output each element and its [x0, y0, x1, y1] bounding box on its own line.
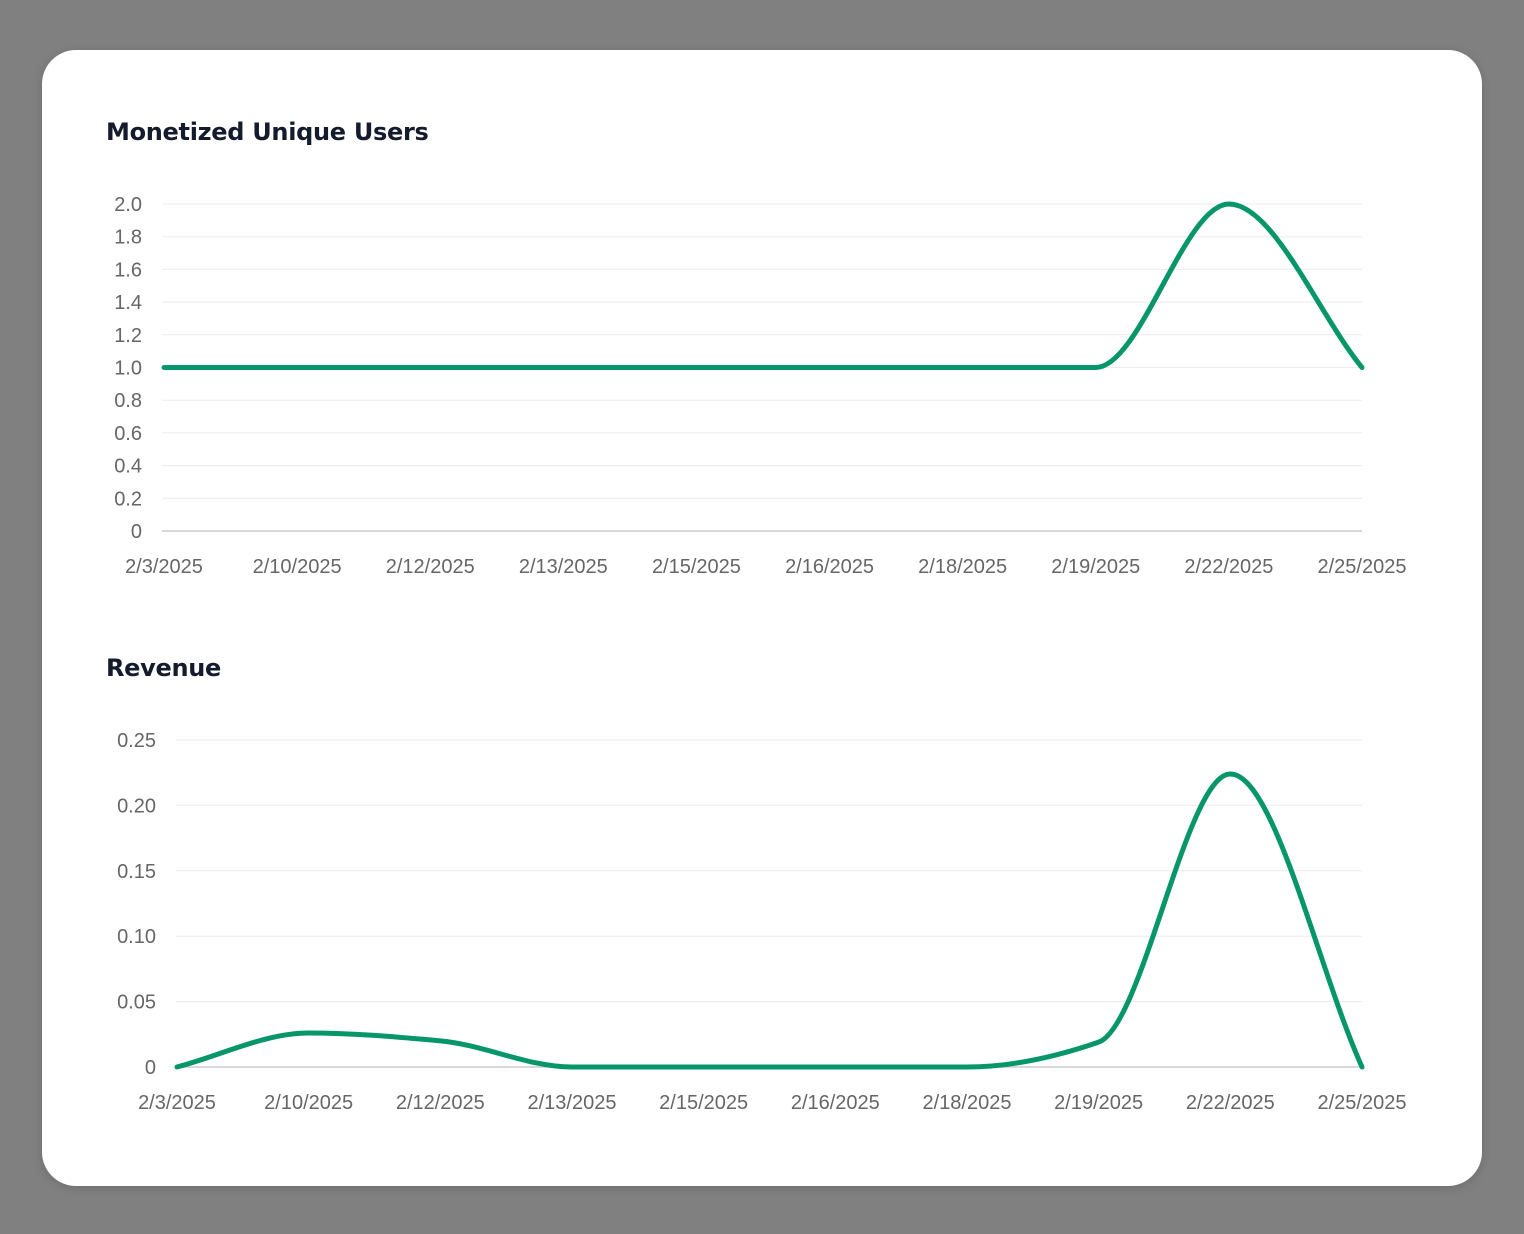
x-tick-label: 2/18/2025: [918, 556, 1007, 578]
y-tick-label: 0.4: [114, 456, 142, 478]
chart-title-revenue: Revenue: [106, 654, 222, 682]
x-tick-label: 2/15/2025: [659, 1092, 748, 1114]
data-point[interactable]: 2/3/2025: 1: [158, 362, 170, 374]
x-tick-label: 2/18/2025: [923, 1092, 1012, 1114]
x-tick-label: 2/19/2025: [1054, 1092, 1143, 1114]
chart-card: Monetized Unique Users Revenue 0 0.2 0.4 0.…: [42, 50, 1482, 1186]
y-tick-label: 0.20: [117, 795, 156, 817]
x-tick-label: 2/3/2025: [125, 556, 203, 578]
y-tick-label: 1.0: [114, 358, 142, 380]
x-tick-label: 2/10/2025: [253, 556, 342, 578]
revenue-line-chart: 0 0.05 0.10 0.15 0.20 0.25 2/3/2025 2/10/2025 2/…: [117, 730, 1406, 1114]
series-line: [161, 201, 1365, 370]
data-point[interactable]: 2/18/2025: 0: [961, 1061, 973, 1073]
x-tick-label: 2/12/2025: [396, 1092, 485, 1114]
y-tick-label: 0.15: [117, 861, 156, 883]
y-tick-label: 0.10: [117, 926, 156, 948]
data-point[interactable]: 2/10/2025: 1: [291, 362, 303, 374]
data-point[interactable]: 2/3/2025: 0: [171, 1061, 183, 1073]
data-point[interactable]: 2/16/2025: 1: [824, 362, 836, 374]
data-point[interactable]: 2/12/2025: 1: [424, 362, 436, 374]
y-tick-label: 0.6: [114, 423, 142, 445]
y-tick-label: 0.25: [117, 730, 156, 752]
chart-title-users: Monetized Unique Users: [106, 118, 429, 146]
data-point[interactable]: 2/22/2025: 0.224: [1224, 768, 1236, 780]
x-tick-label: 2/10/2025: [264, 1092, 353, 1114]
data-point[interactable]: 2/13/2025: 1: [557, 362, 569, 374]
x-tick-label: 2/19/2025: [1051, 556, 1140, 578]
y-tick-label: 0.2: [114, 488, 142, 510]
series-line: [174, 771, 1365, 1070]
x-tick-label: 2/16/2025: [791, 1092, 880, 1114]
data-point[interactable]: 2/16/2025: 0: [829, 1061, 841, 1073]
y-tick-label: 0.05: [117, 992, 156, 1014]
x-tick-label: 2/22/2025: [1184, 556, 1273, 578]
y-tick-label: 1.8: [114, 227, 142, 249]
data-point[interactable]: 2/15/2025: 1: [690, 362, 702, 374]
x-tick-label: 2/13/2025: [528, 1092, 617, 1114]
x-tick-label: 2/12/2025: [386, 556, 475, 578]
y-tick-label: 2.0: [114, 194, 142, 216]
y-tick-label: 0.8: [114, 390, 142, 412]
data-point[interactable]: 2/18/2025: 1: [957, 362, 969, 374]
data-point[interactable]: 2/15/2025: 0: [698, 1061, 710, 1073]
x-tick-label: 2/13/2025: [519, 556, 608, 578]
data-point[interactable]: 2/22/2025: 2: [1223, 198, 1235, 210]
data-point[interactable]: 2/19/2025: 0.019: [1093, 1036, 1105, 1048]
data-point[interactable]: 2/12/2025: 0.02: [434, 1035, 446, 1047]
y-tick-label: 1.2: [114, 325, 142, 347]
x-tick-label: 2/25/2025: [1318, 556, 1407, 578]
users-line-chart: 0 0.2 0.4 0.6 0.8 1.0 1.2 1.4 1.6 1.8 2.0 2/3/2025 2…: [114, 194, 1406, 578]
charts-svg: 0 0.2 0.4 0.6 0.8 1.0 1.2 1.4 1.6 1.8 2.0 2/3/2025 2…: [114, 194, 1406, 1114]
data-point[interactable]: 2/19/2025: 1: [1090, 362, 1102, 374]
data-point[interactable]: 2/25/2025: 0: [1356, 1061, 1368, 1073]
x-tick-label: 2/3/2025: [138, 1092, 216, 1114]
x-tick-label: 2/15/2025: [652, 556, 741, 578]
data-point[interactable]: 2/13/2025: 0: [566, 1061, 578, 1073]
y-tick-label: 1.6: [114, 259, 142, 281]
data-point[interactable]: 2/10/2025: 0.026: [303, 1027, 315, 1039]
y-tick-label: 1.4: [114, 292, 142, 314]
y-tick-label: 0: [145, 1057, 156, 1079]
x-tick-label: 2/25/2025: [1318, 1092, 1407, 1114]
x-tick-label: 2/22/2025: [1186, 1092, 1275, 1114]
data-point[interactable]: 2/25/2025: 1: [1356, 362, 1368, 374]
y-tick-label: 0: [131, 521, 142, 543]
x-tick-label: 2/16/2025: [785, 556, 874, 578]
